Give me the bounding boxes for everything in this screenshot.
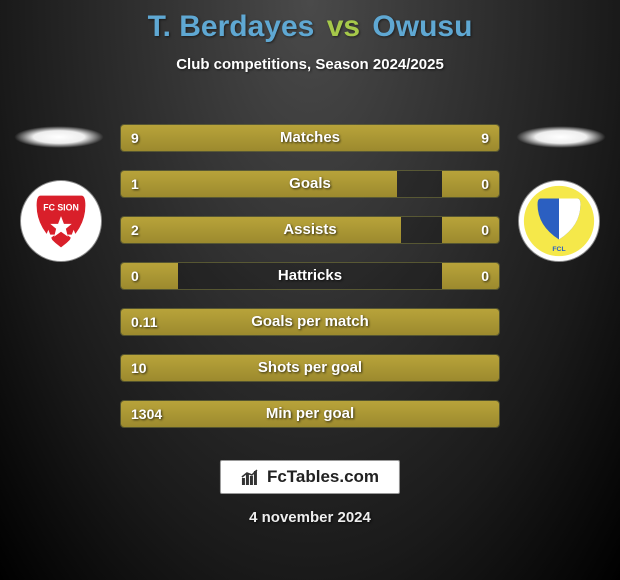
branding-badge: FcTables.com (220, 460, 400, 494)
stat-value-right: 0 (481, 171, 489, 197)
stat-label: Hattricks (121, 263, 499, 289)
stat-value-right: 0 (481, 217, 489, 243)
stat-value-left: 0.11 (131, 309, 157, 335)
stat-value-left: 2 (131, 217, 139, 243)
stat-value-right: 9 (481, 125, 489, 151)
stat-value-left: 9 (131, 125, 139, 151)
luzern-crest-icon: FCL (519, 180, 599, 262)
stat-row-goals-per-match: Goals per match0.11 (120, 308, 500, 336)
team-logo-left: FC SION (20, 180, 102, 262)
team-logo-right: FCL (518, 180, 600, 262)
svg-text:FC SION: FC SION (43, 202, 79, 212)
stat-row-min-per-goal: Min per goal1304 (120, 400, 500, 428)
vs-separator: vs (323, 10, 364, 43)
stat-row-matches: Matches9 9 (120, 124, 500, 152)
stat-label: Min per goal (121, 401, 499, 427)
competition-subtitle: Club competitions, Season 2024/2025 (0, 56, 620, 73)
stat-row-assists: Assists2 0 (120, 216, 500, 244)
player1-name: T. Berdayes (148, 10, 315, 43)
stat-label: Goals (121, 171, 499, 197)
stat-label: Goals per match (121, 309, 499, 335)
svg-text:FCL: FCL (552, 246, 565, 253)
sion-crest-icon: FC SION (21, 180, 101, 262)
footer-date: 4 november 2024 (0, 509, 620, 526)
stat-label: Assists (121, 217, 499, 243)
branding-text: FcTables.com (267, 467, 379, 487)
stat-value-left: 0 (131, 263, 139, 289)
stat-label: Shots per goal (121, 355, 499, 381)
logo-spotlight-left (14, 126, 104, 148)
stat-row-shots-per-goal: Shots per goal10 (120, 354, 500, 382)
stat-value-left: 1 (131, 171, 139, 197)
stat-bars-container: Matches99Goals10Assists20Hattricks00Goal… (120, 124, 500, 446)
logo-spotlight-right (516, 126, 606, 148)
fctables-logo-icon (241, 468, 261, 486)
stat-value-left: 10 (131, 355, 147, 381)
stat-row-hattricks: Hattricks0 0 (120, 262, 500, 290)
stat-row-goals: Goals1 0 (120, 170, 500, 198)
stat-label: Matches (121, 125, 499, 151)
stat-value-left: 1304 (131, 401, 162, 427)
stat-value-right: 0 (481, 263, 489, 289)
comparison-title: T. Berdayes vs Owusu (0, 0, 620, 44)
player2-name: Owusu (372, 10, 472, 43)
